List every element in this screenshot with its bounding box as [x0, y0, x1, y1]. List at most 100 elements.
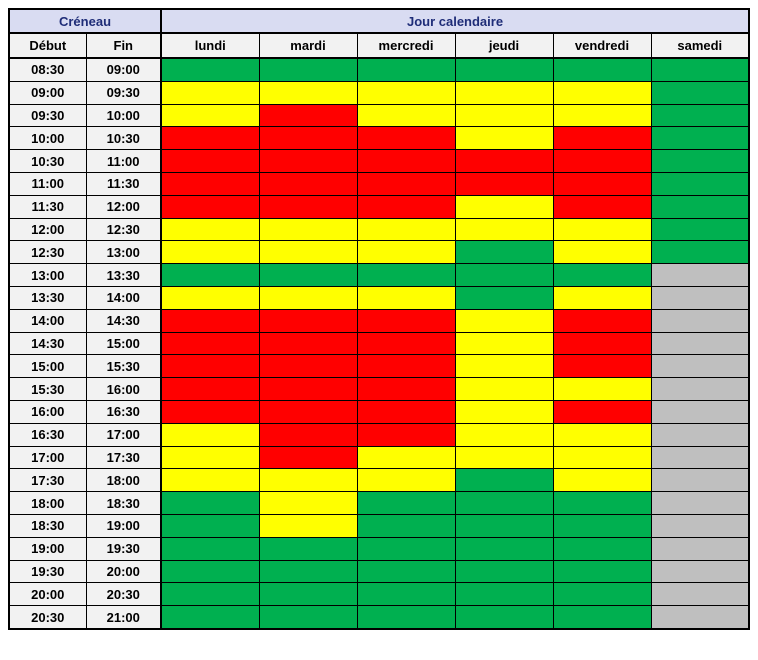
- group-header-row: Créneau Jour calendaire: [8, 8, 750, 34]
- slot-cell-mercredi-1200: [356, 217, 456, 242]
- slot-cell-lundi-1830: [160, 513, 260, 538]
- creneau-group-header: Créneau: [8, 8, 162, 34]
- slot-cell-samedi-1930: [650, 559, 750, 584]
- slot-cell-samedi-2030: [650, 605, 750, 630]
- table-row: 13:00 13:30: [8, 263, 750, 287]
- slot-start-time: 19:30: [8, 559, 87, 584]
- column-header-vendredi: vendredi: [552, 32, 652, 59]
- slot-cell-jeudi-1430: [454, 331, 554, 356]
- slot-cell-mardi-2000: [258, 582, 358, 607]
- slot-start-time: 12:00: [8, 217, 87, 242]
- slot-cell-lundi-1300: [160, 263, 260, 287]
- slot-cell-mercredi-0930: [356, 103, 456, 128]
- slot-cell-mardi-1500: [258, 354, 358, 379]
- slot-cell-vendredi-1030: [552, 149, 652, 173]
- slot-start-time: 12:30: [8, 240, 87, 265]
- table-row: 09:00 09:30: [8, 80, 750, 105]
- slot-cell-mardi-1530: [258, 377, 358, 401]
- slot-start-time: 14:30: [8, 331, 87, 356]
- slot-end-time: 21:00: [85, 605, 162, 630]
- slot-cell-vendredi-1830: [552, 513, 652, 538]
- table-row: 10:00 10:30: [8, 126, 750, 151]
- slot-cell-mercredi-1330: [356, 285, 456, 310]
- slot-cell-samedi-0930: [650, 103, 750, 128]
- slot-cell-vendredi-2000: [552, 582, 652, 607]
- page: Créneau Jour calendaire Début Fin lundi mar…: [8, 8, 751, 630]
- slot-end-time: 15:30: [85, 354, 162, 379]
- column-header-mercredi: mercredi: [356, 32, 456, 59]
- slot-end-time: 14:30: [85, 308, 162, 333]
- slot-cell-mardi-1230: [258, 240, 358, 265]
- slot-cell-vendredi-1630: [552, 422, 652, 447]
- column-header-samedi: samedi: [650, 32, 750, 59]
- table-row: 18:00 18:30: [8, 491, 750, 515]
- schedule-table: Créneau Jour calendaire Début Fin lundi mar…: [8, 8, 751, 630]
- slot-cell-mercredi-0830: [356, 57, 456, 82]
- slot-cell-jeudi-1100: [454, 171, 554, 196]
- slot-cell-samedi-1400: [650, 308, 750, 333]
- slot-cell-vendredi-1900: [552, 536, 652, 561]
- slot-cell-lundi-1330: [160, 285, 260, 310]
- slot-cell-mercredi-2030: [356, 605, 456, 630]
- slot-end-time: 19:30: [85, 536, 162, 561]
- slot-cell-jeudi-1200: [454, 217, 554, 242]
- slot-start-time: 08:30: [8, 57, 87, 82]
- slot-cell-lundi-1200: [160, 217, 260, 242]
- slot-cell-lundi-0830: [160, 57, 260, 82]
- slot-end-time: 10:30: [85, 126, 162, 151]
- slot-cell-jeudi-1230: [454, 240, 554, 265]
- slot-cell-lundi-1930: [160, 559, 260, 584]
- slot-cell-jeudi-0900: [454, 80, 554, 105]
- table-row: 17:00 17:30: [8, 445, 750, 470]
- slot-cell-mercredi-1600: [356, 399, 456, 424]
- slot-cell-mercredi-1700: [356, 445, 456, 470]
- slot-cell-vendredi-1530: [552, 377, 652, 401]
- schedule-body: 08:30 09:00 09:00 09:30 09:30 10:00 10:00 10:30…: [8, 57, 750, 630]
- slot-cell-jeudi-1130: [454, 194, 554, 219]
- slot-cell-mercredi-1630: [356, 422, 456, 447]
- slot-cell-mardi-2030: [258, 605, 358, 630]
- table-row: 13:30 14:00: [8, 285, 750, 310]
- slot-cell-vendredi-2030: [552, 605, 652, 630]
- column-header-mardi: mardi: [258, 32, 358, 59]
- slot-cell-samedi-0900: [650, 80, 750, 105]
- slot-end-time: 09:30: [85, 80, 162, 105]
- slot-cell-vendredi-1330: [552, 285, 652, 310]
- slot-cell-samedi-1030: [650, 149, 750, 173]
- slot-cell-jeudi-1600: [454, 399, 554, 424]
- slot-cell-vendredi-1100: [552, 171, 652, 196]
- slot-cell-mardi-1100: [258, 171, 358, 196]
- slot-cell-jeudi-1830: [454, 513, 554, 538]
- table-row: 08:30 09:00: [8, 57, 750, 82]
- column-header-jeudi: jeudi: [454, 32, 554, 59]
- slot-cell-lundi-1400: [160, 308, 260, 333]
- slot-start-time: 13:00: [8, 263, 87, 287]
- slot-cell-vendredi-1130: [552, 194, 652, 219]
- slot-cell-mercredi-2000: [356, 582, 456, 607]
- slot-cell-mardi-1600: [258, 399, 358, 424]
- slot-start-time: 09:30: [8, 103, 87, 128]
- table-row: 19:00 19:30: [8, 536, 750, 561]
- slot-cell-mardi-0830: [258, 57, 358, 82]
- slot-cell-jeudi-1630: [454, 422, 554, 447]
- slot-end-time: 10:00: [85, 103, 162, 128]
- column-header-lundi: lundi: [160, 32, 260, 59]
- table-row: 11:00 11:30: [8, 171, 750, 196]
- slot-cell-samedi-1600: [650, 399, 750, 424]
- table-row: 17:30 18:00: [8, 468, 750, 493]
- slot-cell-lundi-1430: [160, 331, 260, 356]
- slot-cell-jeudi-1030: [454, 149, 554, 173]
- slot-cell-mardi-1730: [258, 468, 358, 493]
- slot-cell-lundi-1130: [160, 194, 260, 219]
- slot-cell-lundi-0930: [160, 103, 260, 128]
- slot-cell-mardi-1300: [258, 263, 358, 287]
- slot-cell-mercredi-1300: [356, 263, 456, 287]
- slot-cell-mercredi-1500: [356, 354, 456, 379]
- slot-cell-mardi-1830: [258, 513, 358, 538]
- slot-cell-vendredi-0830: [552, 57, 652, 82]
- slot-cell-mardi-1800: [258, 491, 358, 515]
- slot-cell-jeudi-0930: [454, 103, 554, 128]
- slot-cell-jeudi-0830: [454, 57, 554, 82]
- slot-cell-mardi-0900: [258, 80, 358, 105]
- slot-end-time: 09:00: [85, 57, 162, 82]
